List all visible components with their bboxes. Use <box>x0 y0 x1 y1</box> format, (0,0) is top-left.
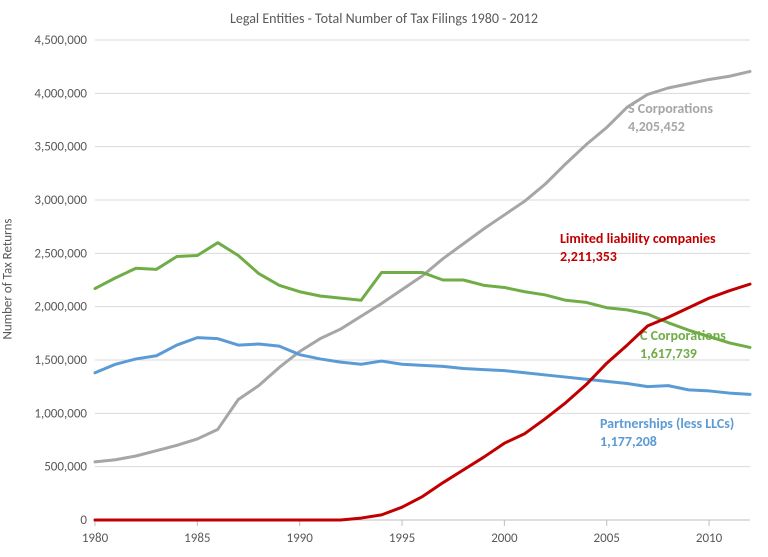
x-tick-label: 1980 <box>82 531 109 546</box>
x-tick-label: 1985 <box>184 531 210 546</box>
y-tick-label: 500,000 <box>44 460 87 475</box>
y-tick-label: 3,000,000 <box>34 193 87 208</box>
chart-container: Legal Entities - Total Number of Tax Fil… <box>0 0 768 557</box>
x-tick-label: 2000 <box>491 531 518 546</box>
y-tick-label: 2,000,000 <box>34 300 87 315</box>
x-tick-label: 2005 <box>594 531 620 546</box>
y-tick-label: 4,000,000 <box>34 86 87 101</box>
x-tick-label: 1995 <box>389 531 415 546</box>
y-tick-label: 0 <box>80 513 87 528</box>
y-tick-label: 1,000,000 <box>34 406 87 421</box>
series-value-label: 4,205,452 <box>628 118 685 135</box>
series-line <box>95 284 750 520</box>
y-tick-label: 2,500,000 <box>34 246 87 261</box>
x-tick-label: 1990 <box>287 531 314 546</box>
chart-svg: 0 500,000 1,000,000 1,500,000 2,000,000 2,500… <box>0 0 768 557</box>
series-label: S Corporations <box>628 100 713 117</box>
y-tick-label: 1,500,000 <box>34 353 87 368</box>
series-value-label: 1,177,208 <box>600 433 657 450</box>
series-label: Partnerships (less LLCs) <box>600 415 734 432</box>
y-tick-label: 3,500,000 <box>34 140 87 155</box>
series-label: C Corporations <box>640 327 726 344</box>
x-tick-label: 2010 <box>696 531 723 546</box>
series-value-label: 2,211,353 <box>560 248 617 265</box>
y-tick-label: 4,500,000 <box>34 33 87 48</box>
series-value-label: 1,617,739 <box>640 345 697 362</box>
series-label: Limited liability companies <box>560 230 716 247</box>
